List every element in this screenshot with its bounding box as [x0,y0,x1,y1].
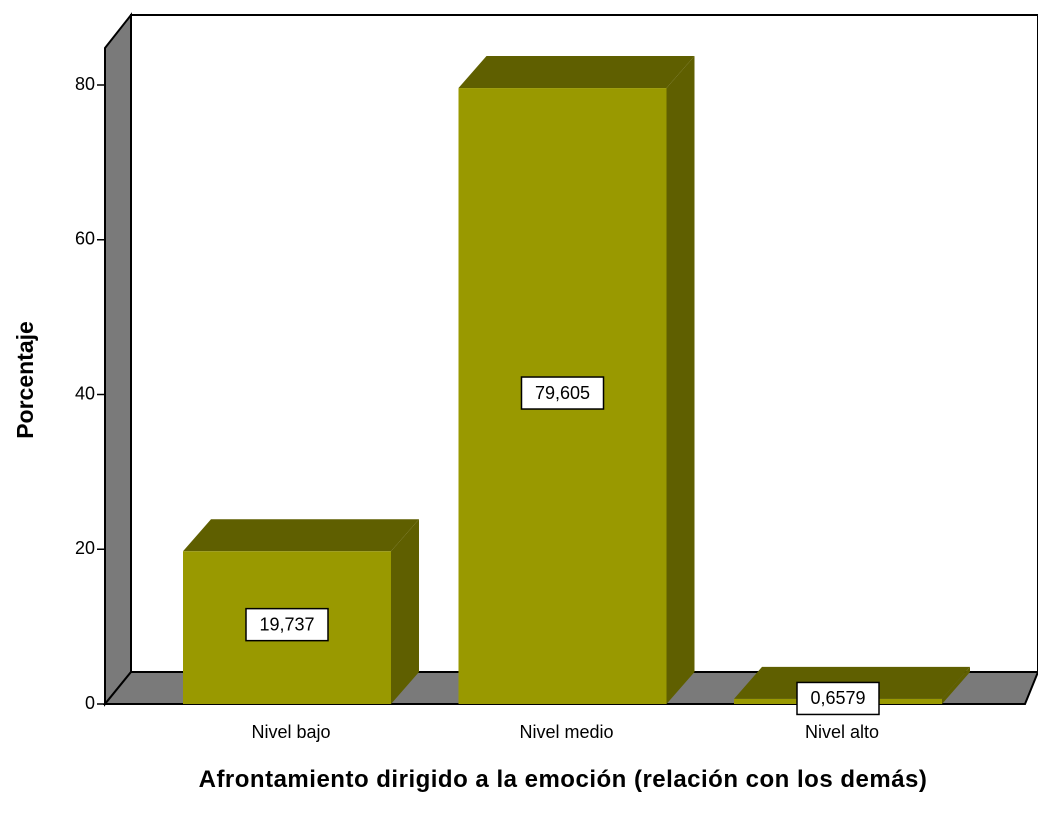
y-tick-label: 40 [75,383,95,403]
bar-side [391,519,419,704]
y-tick-label: 0 [85,693,95,713]
bar-side [666,56,695,704]
x-axis-title: Afrontamiento dirigido a la emoción (rel… [198,766,928,793]
data-label-box [245,607,329,642]
data-label-box [796,681,880,716]
bar-side [942,666,970,704]
data-label: 19,737 [259,614,314,634]
y-tick-label: 60 [75,229,95,249]
y-tick-label: 80 [75,74,95,94]
data-label-box [520,376,605,410]
y-tick-label: 20 [75,538,95,558]
data-label: 79,605 [535,383,590,403]
x-tick-label: Nivel medio [519,722,613,742]
x-tick-label: Nivel bajo [251,722,330,742]
bar-top [458,56,695,89]
x-tick-label: Nivel alto [805,722,879,742]
left-wall [104,12,132,707]
data-label: 0,6579 [810,688,865,708]
bar-top [183,519,419,552]
y-axis-title: Porcentaje [12,321,38,439]
